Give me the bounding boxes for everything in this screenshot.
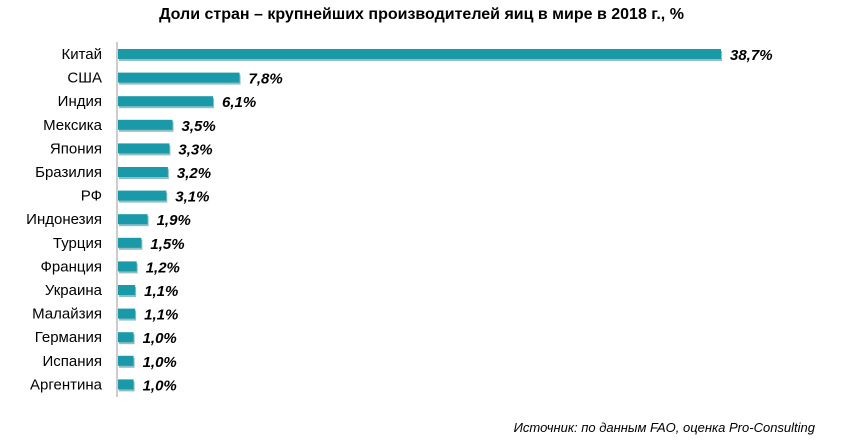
- bar: [118, 96, 214, 107]
- category-label: Германия: [35, 329, 102, 346]
- bar: [118, 214, 148, 225]
- category-label: Малайзия: [32, 306, 102, 323]
- bar: [118, 143, 170, 154]
- value-label: 3,1%: [175, 189, 209, 206]
- value-label: 3,2%: [177, 165, 211, 182]
- category-label: Франция: [41, 258, 102, 275]
- value-label: 1,2%: [146, 259, 180, 276]
- value-label: 1,0%: [143, 377, 177, 394]
- category-label: Япония: [50, 140, 102, 157]
- value-label: 1,5%: [150, 236, 184, 253]
- value-label: 3,3%: [178, 141, 212, 158]
- category-label: Индия: [58, 93, 102, 110]
- value-label: 38,7%: [730, 47, 773, 64]
- value-label: 1,0%: [143, 354, 177, 371]
- bar: [118, 237, 142, 248]
- category-label: Испания: [42, 353, 102, 370]
- category-label: Аргентина: [30, 376, 103, 393]
- bar: [118, 285, 136, 295]
- category-label: РФ: [81, 188, 102, 205]
- category-label: Китай: [61, 46, 102, 63]
- bar: [118, 167, 168, 177]
- category-label: США: [67, 70, 102, 87]
- value-label: 1,1%: [144, 283, 178, 300]
- chart-title: Доли стран – крупнейших производителей я…: [159, 6, 684, 23]
- bar: [118, 72, 240, 83]
- category-label: Индонезия: [26, 211, 102, 228]
- bar: [118, 308, 136, 319]
- bar: [118, 190, 167, 201]
- category-label: Мексика: [43, 117, 103, 134]
- value-label: 6,1%: [222, 94, 256, 111]
- bar: [118, 379, 134, 390]
- category-label: Бразилия: [35, 164, 102, 181]
- bar: [118, 355, 134, 366]
- value-label: 3,5%: [182, 118, 216, 135]
- category-label: Турция: [53, 235, 102, 252]
- category-label: Украина: [45, 282, 103, 299]
- bar: [118, 49, 721, 59]
- value-label: 1,0%: [143, 330, 177, 347]
- value-label: 1,1%: [144, 307, 178, 324]
- bar: [118, 119, 173, 130]
- value-label: 7,8%: [249, 71, 283, 88]
- source-note: Источник: по данным FAO, оценка Pro-Cons…: [513, 420, 815, 435]
- value-label: 1,9%: [157, 212, 191, 229]
- bar: [118, 261, 137, 272]
- bar: [118, 332, 134, 343]
